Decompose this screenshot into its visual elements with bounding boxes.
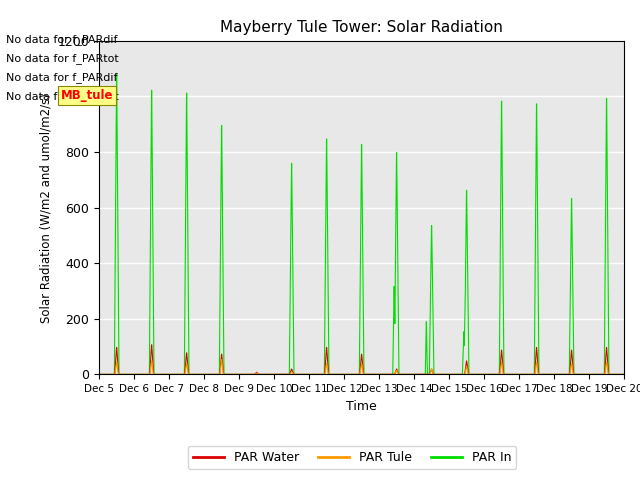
Text: No data for f_PARdif: No data for f_PARdif [6,72,118,83]
Line: PAR Tule: PAR Tule [99,360,624,374]
Y-axis label: Solar Radiation (W/m2 and umol/m2/s): Solar Radiation (W/m2 and umol/m2/s) [39,93,52,323]
PAR Water [148,342,156,348]
PAR Tule [342,372,349,377]
PAR In [479,372,487,377]
PAR In [95,372,103,377]
PAR Tule [450,372,458,377]
PAR In [509,372,516,377]
PAR Water [620,372,627,377]
PAR Water [95,372,103,377]
PAR Water [509,372,516,377]
PAR In [450,372,458,377]
Legend: PAR Water, PAR Tule, PAR In: PAR Water, PAR Tule, PAR In [188,446,516,469]
Line: PAR Water: PAR Water [99,345,624,374]
Text: No data for f_PARtot: No data for f_PARtot [6,91,119,102]
PAR In [190,372,198,377]
Title: Mayberry Tule Tower: Solar Radiation: Mayberry Tule Tower: Solar Radiation [220,21,503,36]
PAR Water [479,372,487,377]
PAR In [113,71,120,77]
PAR Tule [620,372,627,377]
PAR Tule [95,372,103,377]
PAR Tule [479,372,487,377]
PAR Tule [509,372,516,377]
PAR Water [620,372,628,377]
Line: PAR In: PAR In [99,74,624,374]
PAR Water [342,372,349,377]
X-axis label: Time: Time [346,400,377,413]
PAR Tule [189,372,197,377]
Text: MB_tule: MB_tule [61,89,113,102]
PAR Tule [620,372,628,377]
PAR Water [190,372,198,377]
Text: No data for f_PARtot: No data for f_PARtot [6,53,119,64]
PAR In [342,372,349,377]
Text: No data for f_PARdif: No data for f_PARdif [6,34,118,45]
PAR Water [450,372,458,377]
PAR In [620,372,628,377]
PAR In [620,372,627,377]
PAR Tule [218,357,225,362]
